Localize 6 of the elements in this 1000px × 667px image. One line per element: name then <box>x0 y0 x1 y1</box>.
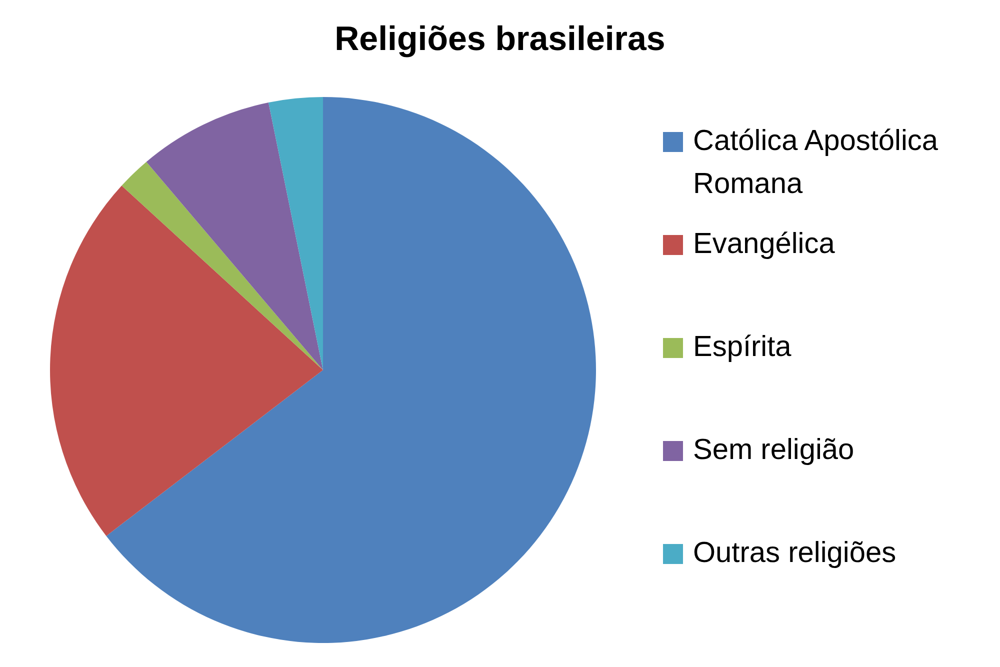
legend-label: Evangélica <box>693 227 835 262</box>
legend-label: Outras religiões <box>693 536 896 571</box>
legend-label: Sem religião <box>693 433 854 468</box>
legend-label: Espírita <box>693 330 792 365</box>
chart-title: Religiões brasileiras <box>334 20 666 59</box>
legend-label: Católica Apostólica Romana <box>693 124 940 202</box>
